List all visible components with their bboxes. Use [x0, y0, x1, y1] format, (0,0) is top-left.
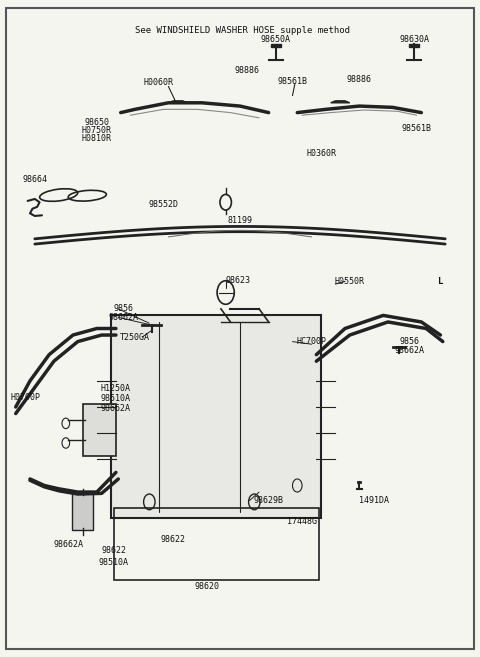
FancyBboxPatch shape — [83, 404, 116, 456]
Text: 98886: 98886 — [235, 66, 260, 75]
Text: L: L — [438, 277, 443, 286]
FancyBboxPatch shape — [72, 493, 94, 530]
Text: 9856: 9856 — [399, 337, 420, 346]
Text: 98622: 98622 — [101, 547, 126, 555]
Text: 98650: 98650 — [84, 118, 109, 127]
Text: 81199: 81199 — [228, 216, 252, 225]
Text: 98662A: 98662A — [108, 313, 138, 322]
Text: 9856: 9856 — [113, 304, 133, 313]
Text: H0750R: H0750R — [82, 125, 112, 135]
Text: 98622: 98622 — [161, 535, 186, 543]
Text: 98510A: 98510A — [98, 558, 129, 566]
Text: 98620: 98620 — [194, 582, 219, 591]
Text: 98662A: 98662A — [53, 540, 83, 549]
Text: 98664: 98664 — [22, 175, 48, 184]
Text: H0360R: H0360R — [306, 149, 336, 158]
Polygon shape — [271, 44, 281, 47]
FancyBboxPatch shape — [111, 315, 321, 518]
Text: 98662A: 98662A — [395, 346, 424, 355]
Text: 98510A: 98510A — [101, 394, 131, 403]
Text: 98552D: 98552D — [149, 200, 179, 209]
Text: H1250A: H1250A — [101, 384, 131, 393]
Text: 98561B: 98561B — [402, 124, 432, 133]
Polygon shape — [168, 101, 188, 102]
Text: 98650A: 98650A — [261, 35, 291, 44]
Polygon shape — [409, 44, 419, 47]
Text: See WINDSHIELD WASHER HOSE supple method: See WINDSHIELD WASHER HOSE supple method — [135, 26, 350, 35]
Text: H0810R: H0810R — [82, 133, 112, 143]
Text: T250GA: T250GA — [120, 332, 150, 342]
Text: H0550R: H0550R — [335, 277, 365, 286]
Text: 1491DA: 1491DA — [359, 496, 389, 505]
Text: H0060R: H0060R — [144, 78, 174, 87]
Text: HC700P: HC700P — [297, 337, 326, 346]
Text: 17448G: 17448G — [287, 517, 317, 526]
Text: H0700P: H0700P — [10, 393, 40, 401]
Text: 98623: 98623 — [225, 276, 250, 285]
Text: 98629B: 98629B — [253, 496, 284, 505]
Text: 98561B: 98561B — [277, 77, 308, 85]
Text: 98662A: 98662A — [101, 404, 131, 413]
Text: 98886: 98886 — [347, 76, 372, 84]
Polygon shape — [331, 101, 350, 102]
Text: 98630A: 98630A — [399, 35, 429, 44]
